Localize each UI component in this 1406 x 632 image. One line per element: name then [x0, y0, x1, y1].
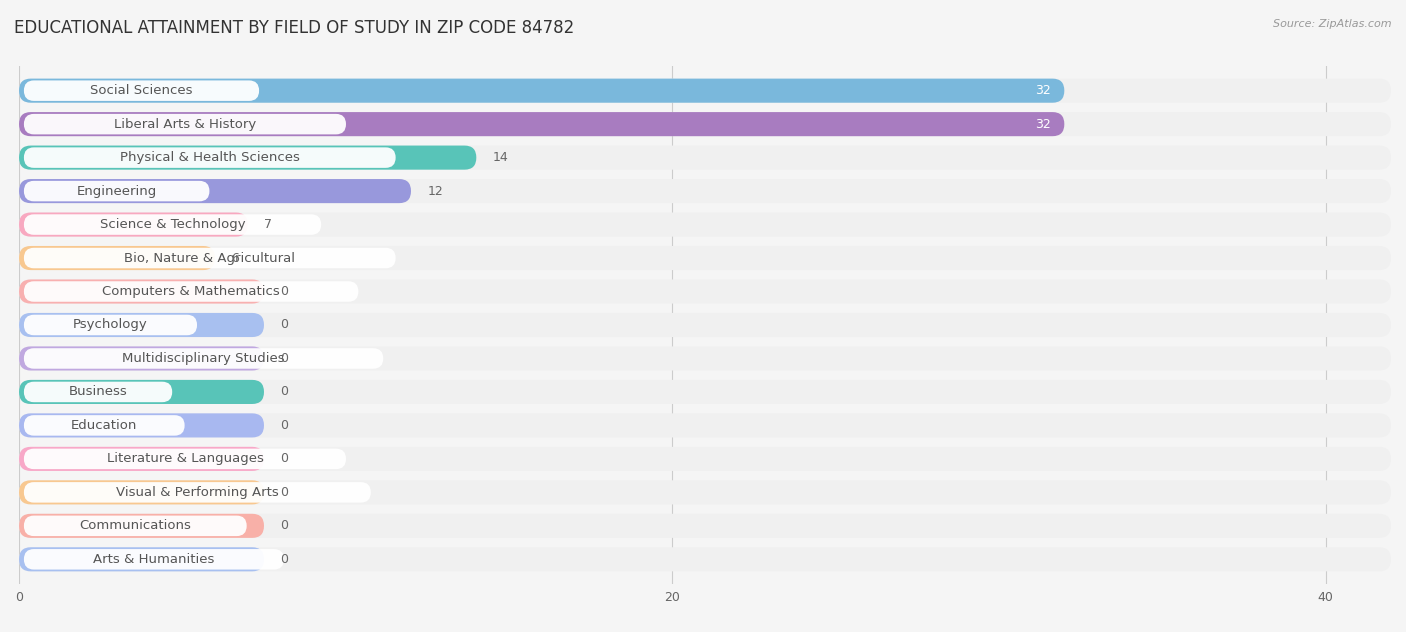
FancyBboxPatch shape: [20, 380, 264, 404]
FancyBboxPatch shape: [20, 380, 1391, 404]
FancyBboxPatch shape: [20, 78, 1064, 103]
Text: 0: 0: [280, 319, 288, 332]
Text: Arts & Humanities: Arts & Humanities: [93, 553, 215, 566]
Text: 0: 0: [280, 553, 288, 566]
FancyBboxPatch shape: [20, 212, 1391, 236]
Text: Source: ZipAtlas.com: Source: ZipAtlas.com: [1274, 19, 1392, 29]
FancyBboxPatch shape: [20, 413, 1391, 437]
FancyBboxPatch shape: [20, 112, 1064, 136]
Text: Psychology: Psychology: [73, 319, 148, 332]
FancyBboxPatch shape: [20, 212, 247, 236]
FancyBboxPatch shape: [24, 415, 184, 435]
Text: 0: 0: [280, 352, 288, 365]
Text: Communications: Communications: [79, 520, 191, 532]
FancyBboxPatch shape: [20, 145, 477, 169]
Text: Science & Technology: Science & Technology: [100, 218, 245, 231]
Text: Visual & Performing Arts: Visual & Performing Arts: [115, 486, 278, 499]
Text: Engineering: Engineering: [76, 185, 157, 198]
Text: Liberal Arts & History: Liberal Arts & History: [114, 118, 256, 131]
Text: Business: Business: [69, 386, 128, 398]
Text: Education: Education: [72, 419, 138, 432]
FancyBboxPatch shape: [20, 413, 264, 437]
FancyBboxPatch shape: [20, 346, 1391, 370]
FancyBboxPatch shape: [24, 114, 346, 135]
FancyBboxPatch shape: [24, 281, 359, 301]
FancyBboxPatch shape: [24, 549, 284, 569]
FancyBboxPatch shape: [20, 246, 1391, 270]
Text: 0: 0: [280, 285, 288, 298]
FancyBboxPatch shape: [24, 214, 321, 235]
FancyBboxPatch shape: [20, 78, 1391, 103]
Text: Multidisciplinary Studies: Multidisciplinary Studies: [122, 352, 285, 365]
FancyBboxPatch shape: [20, 514, 264, 538]
Text: Social Sciences: Social Sciences: [90, 84, 193, 97]
FancyBboxPatch shape: [20, 279, 1391, 303]
FancyBboxPatch shape: [20, 547, 264, 571]
FancyBboxPatch shape: [20, 514, 1391, 538]
FancyBboxPatch shape: [24, 482, 371, 502]
FancyBboxPatch shape: [24, 382, 172, 402]
Text: Bio, Nature & Agricultural: Bio, Nature & Agricultural: [124, 252, 295, 265]
Text: 0: 0: [280, 453, 288, 465]
Text: 12: 12: [427, 185, 443, 198]
FancyBboxPatch shape: [20, 145, 1391, 169]
FancyBboxPatch shape: [24, 80, 259, 101]
FancyBboxPatch shape: [20, 279, 264, 303]
FancyBboxPatch shape: [24, 315, 197, 335]
Text: 0: 0: [280, 386, 288, 398]
Text: EDUCATIONAL ATTAINMENT BY FIELD OF STUDY IN ZIP CODE 84782: EDUCATIONAL ATTAINMENT BY FIELD OF STUDY…: [14, 19, 574, 37]
FancyBboxPatch shape: [24, 181, 209, 202]
Text: 14: 14: [492, 151, 509, 164]
FancyBboxPatch shape: [20, 313, 264, 337]
FancyBboxPatch shape: [20, 547, 1391, 571]
FancyBboxPatch shape: [24, 516, 246, 536]
FancyBboxPatch shape: [20, 179, 1391, 203]
Text: 0: 0: [280, 486, 288, 499]
FancyBboxPatch shape: [20, 246, 215, 270]
FancyBboxPatch shape: [20, 112, 1391, 136]
FancyBboxPatch shape: [20, 346, 264, 370]
FancyBboxPatch shape: [20, 447, 1391, 471]
Text: 32: 32: [1035, 84, 1052, 97]
Text: Physical & Health Sciences: Physical & Health Sciences: [120, 151, 299, 164]
FancyBboxPatch shape: [24, 449, 346, 469]
FancyBboxPatch shape: [20, 313, 1391, 337]
Text: 0: 0: [280, 419, 288, 432]
FancyBboxPatch shape: [24, 147, 395, 168]
Text: 32: 32: [1035, 118, 1052, 131]
FancyBboxPatch shape: [20, 480, 264, 504]
Text: Computers & Mathematics: Computers & Mathematics: [103, 285, 280, 298]
Text: 7: 7: [264, 218, 271, 231]
Text: 6: 6: [232, 252, 239, 265]
FancyBboxPatch shape: [24, 348, 384, 368]
FancyBboxPatch shape: [24, 248, 395, 268]
FancyBboxPatch shape: [20, 480, 1391, 504]
FancyBboxPatch shape: [20, 179, 411, 203]
FancyBboxPatch shape: [20, 447, 264, 471]
Text: 0: 0: [280, 520, 288, 532]
Text: Literature & Languages: Literature & Languages: [107, 453, 263, 465]
